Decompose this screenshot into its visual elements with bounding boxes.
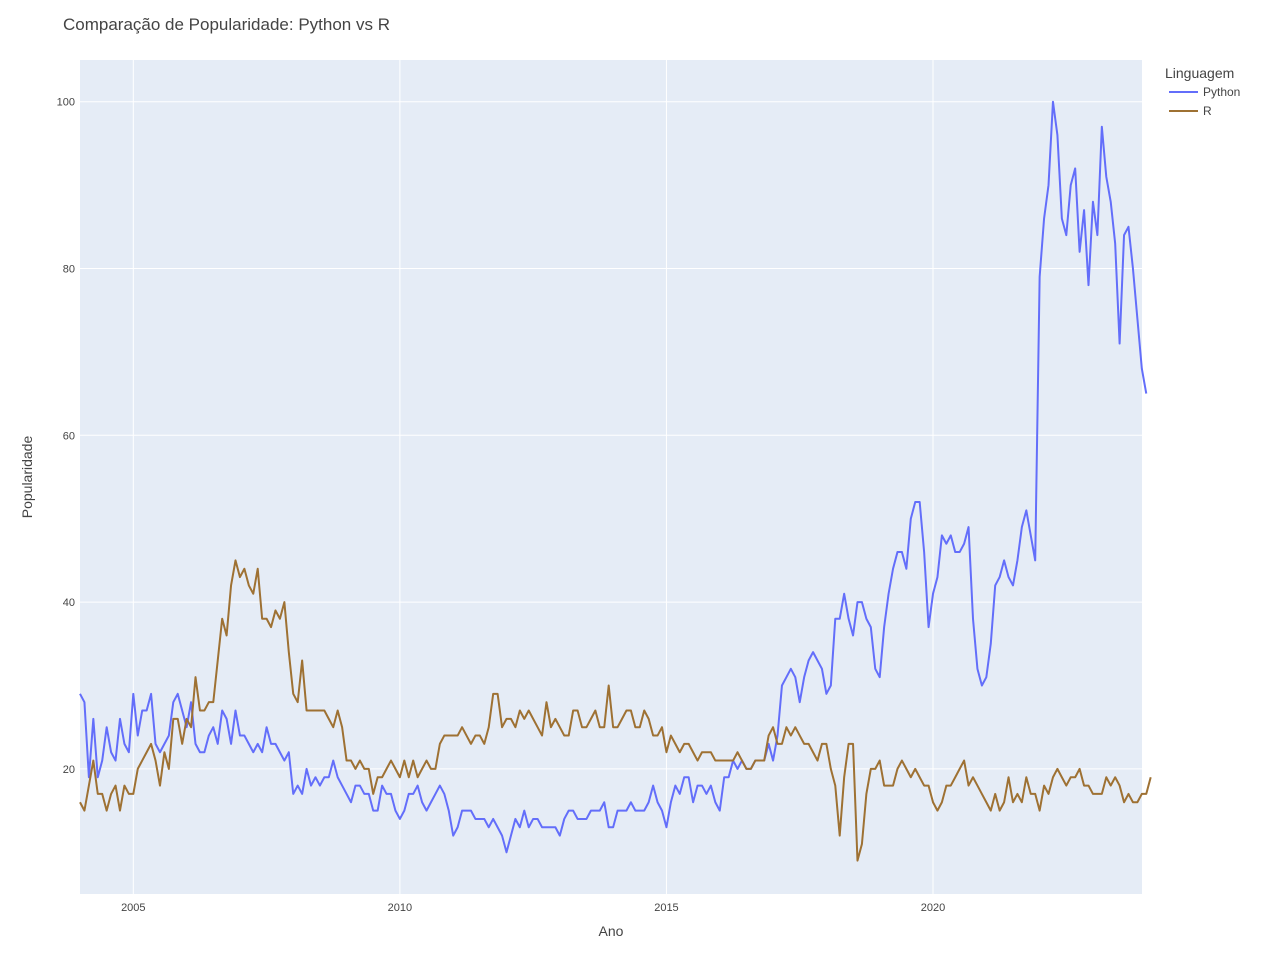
- x-tick-label: 2020: [921, 902, 945, 914]
- gridlines: [80, 60, 1142, 894]
- plot-area: [80, 60, 1142, 894]
- legend-item-python[interactable]: Python: [1169, 85, 1240, 99]
- series-line-python[interactable]: [79, 100, 1148, 854]
- y-tick-label: 40: [63, 597, 75, 609]
- x-tick-label: 2010: [388, 902, 412, 914]
- chart-title: Comparação de Popularidade: Python vs R: [63, 15, 390, 34]
- legend[interactable]: Linguagem Python R: [1165, 65, 1240, 118]
- y-tick-label: 20: [63, 764, 75, 776]
- y-tick-label: 80: [63, 264, 75, 276]
- series-line-r[interactable]: [79, 559, 1152, 862]
- y-tick-label: 100: [57, 97, 75, 109]
- x-tick-label: 2005: [121, 902, 145, 914]
- series-lines: [79, 100, 1152, 862]
- x-tick-label: 2015: [654, 902, 678, 914]
- legend-title: Linguagem: [1165, 65, 1234, 81]
- x-axis-title: Ano: [599, 923, 624, 939]
- y-axis-title: Popularidade: [19, 436, 35, 519]
- y-tick-label: 60: [63, 430, 75, 442]
- legend-label-r: R: [1203, 104, 1212, 118]
- legend-label-python: Python: [1203, 85, 1240, 99]
- legend-item-r[interactable]: R: [1169, 104, 1212, 118]
